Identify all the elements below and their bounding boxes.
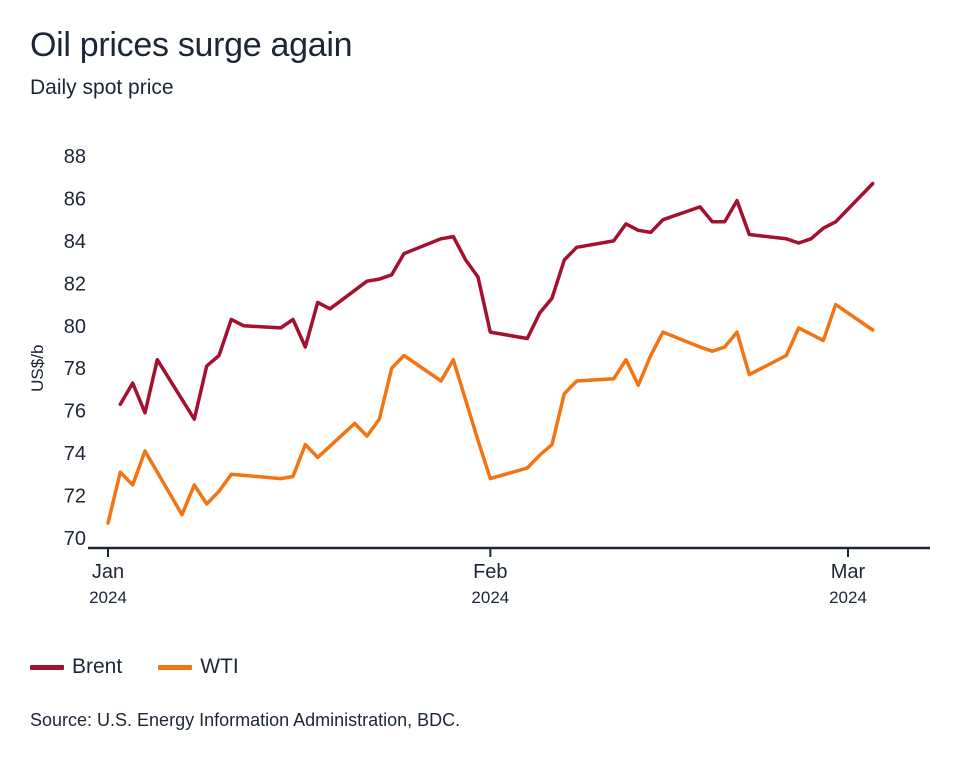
legend-item-brent: Brent — [30, 655, 122, 679]
line-chart: 70 72 74 76 78 80 82 84 86 88 Jan 2024 Feb 2024 Mar 20… — [28, 146, 930, 607]
y-tick-label: 78 — [64, 358, 86, 380]
legend-item-wti: WTI — [158, 655, 239, 679]
legend: Brent WTI — [30, 655, 275, 679]
chart-title: Oil prices surge again — [30, 26, 353, 64]
x-tick-label: Feb — [473, 561, 507, 583]
legend-swatch-brent — [30, 664, 64, 670]
y-tick-label: 88 — [64, 146, 86, 168]
series-line-wti — [106, 302, 875, 525]
source-note: Source: U.S. Energy Information Administ… — [30, 710, 461, 730]
y-tick-label: 70 — [64, 528, 86, 550]
y-axis-ticks: 70 72 74 76 78 80 82 84 86 88 — [64, 146, 86, 550]
legend-label-wti: WTI — [200, 655, 239, 678]
legend-label-brent: Brent — [72, 655, 123, 678]
y-tick-label: 84 — [64, 231, 86, 253]
y-axis-title: US$/b — [28, 345, 47, 392]
legend-swatch-wti — [158, 664, 193, 670]
x-tick-year: 2024 — [829, 588, 867, 607]
series-line-brent — [118, 181, 875, 421]
y-tick-label: 74 — [64, 443, 86, 465]
x-tick-label: Mar — [831, 561, 866, 583]
x-tick-year: 2024 — [89, 588, 127, 607]
y-tick-label: 72 — [64, 486, 86, 508]
series-lines — [106, 181, 875, 525]
y-tick-label: 80 — [64, 316, 86, 338]
x-tick-label: Jan — [92, 561, 124, 583]
x-tick-year: 2024 — [471, 588, 509, 607]
y-tick-label: 86 — [64, 188, 86, 210]
chart-subtitle: Daily spot price — [30, 76, 174, 99]
y-tick-label: 76 — [64, 401, 86, 423]
y-tick-label: 82 — [64, 273, 86, 295]
x-axis-ticks: Jan 2024 Feb 2024 Mar 2024 — [89, 548, 867, 607]
